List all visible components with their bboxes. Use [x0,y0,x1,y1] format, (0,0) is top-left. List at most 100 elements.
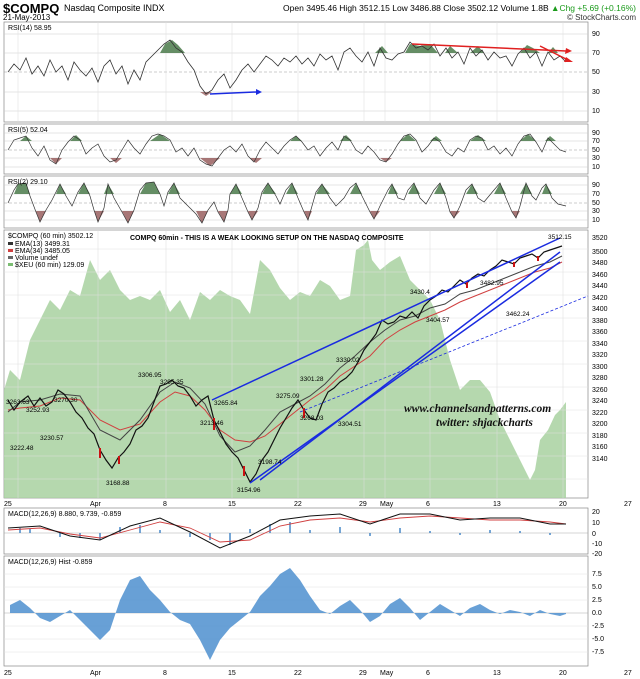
svg-text:29: 29 [359,501,367,508]
svg-text:20: 20 [559,670,567,677]
svg-text:Volume undef: Volume undef [15,255,58,262]
price-annotations: 3263.63 3252.93 3270.30 3230.57 3222.48 … [6,234,572,494]
svg-text:3295.35: 3295.35 [160,379,184,386]
svg-text:90: 90 [592,31,600,38]
svg-text:3270.30: 3270.30 [54,397,78,404]
svg-text:27: 27 [624,670,632,677]
svg-text:Apr: Apr [90,501,102,508]
svg-text:$XEU (60 min) 129.09: $XEU (60 min) 129.09 [15,262,84,269]
svg-text:3198.74: 3198.74 [258,459,282,466]
svg-text:3200: 3200 [592,421,608,428]
svg-text:3213.46: 3213.46 [200,420,224,427]
svg-text:3160: 3160 [592,444,608,451]
svg-text:3222.48: 3222.48 [10,445,34,452]
svg-text:3260: 3260 [592,387,608,394]
rsi14-panel: 90 70 50 30 10 RSI(14) 58.95 [3,21,600,123]
svg-text:EMA(13) 3499.31: EMA(13) 3499.31 [15,241,70,248]
svg-text:3360: 3360 [592,329,608,336]
svg-text:3380: 3380 [592,318,608,325]
svg-text:3230.57: 3230.57 [40,435,64,442]
svg-text:Apr: Apr [90,670,102,677]
svg-text:7.5: 7.5 [592,571,602,578]
hist-axis: 7.5 5.0 2.5 0.0 -2.5 -5.0 -7.5 [592,571,604,656]
svg-text:3462.24: 3462.24 [506,311,530,318]
svg-text:3430.4: 3430.4 [410,289,430,296]
svg-text:50: 50 [592,200,600,207]
svg-text:20: 20 [559,501,567,508]
svg-text:3304.51: 3304.51 [338,421,362,428]
svg-text:25: 25 [4,670,12,677]
price-axis: 3520 3500 3480 3460 3440 3420 3400 3380 … [592,235,608,463]
watermark-site: www.channelsandpatterns.com [404,403,551,415]
rsi2-label: RSI(2) 29.10 [8,179,48,186]
svg-text:-2.5: -2.5 [592,623,604,630]
svg-text:30: 30 [592,208,600,215]
svg-text:3500: 3500 [592,249,608,256]
rsi5-axis: 90 70 50 30 10 [592,130,600,171]
svg-text:3280: 3280 [592,375,608,382]
svg-text:3404.57: 3404.57 [426,317,450,324]
hist-label: MACD(12,26,9) Hist -0.859 [8,559,93,566]
svg-text:90: 90 [592,130,600,137]
svg-text:3340: 3340 [592,341,608,348]
svg-text:15: 15 [228,501,236,508]
macd-hist-panel: 7.5 5.0 2.5 0.0 -2.5 -5.0 -7.5 MACD(12,2… [3,555,604,667]
svg-text:3265.84: 3265.84 [214,400,238,407]
svg-text:3420: 3420 [592,295,608,302]
svg-text:30: 30 [592,89,600,96]
svg-text:3460: 3460 [592,272,608,279]
svg-text:10: 10 [592,164,600,171]
price-label: $COMPQ (60 min) 3502.12 [8,233,93,240]
rsi14-axis: 90 70 50 30 10 [592,31,600,115]
svg-text:3330.02: 3330.02 [336,357,360,364]
svg-text:3180: 3180 [592,433,608,440]
svg-text:70: 70 [592,191,600,198]
rsi5-panel: 90 70 50 30 10 RSI(5) 52.04 [3,123,600,175]
x-axis-bottom: 25 Apr 8 15 22 29 May 6 13 20 27 [4,670,632,677]
svg-text:-5.0: -5.0 [592,636,604,643]
change-arrow-icon: ▲ [551,3,560,13]
symbol: $COMPQ [3,1,60,16]
rsi2-panel: 90 70 50 30 10 RSI(2) 29.10 [3,175,600,229]
svg-text:13: 13 [493,670,501,677]
svg-text:3301.28: 3301.28 [300,376,324,383]
symbol-name: Nasdaq Composite INDX [64,3,165,13]
svg-text:6: 6 [426,670,430,677]
svg-text:-20: -20 [592,551,602,558]
brand: © StockCharts.com [566,13,636,22]
svg-text:13: 13 [493,501,501,508]
svg-text:10: 10 [592,217,600,224]
price-panel: 3263.63 3252.93 3270.30 3230.57 3222.48 … [3,229,608,499]
watermark-twitter: twitter: shjackcharts [436,417,533,429]
svg-text:70: 70 [592,50,600,57]
svg-text:6: 6 [426,501,430,508]
svg-text:50: 50 [592,147,600,154]
svg-text:50: 50 [592,69,600,76]
svg-text:EMA(34) 3485.05: EMA(34) 3485.05 [15,248,70,255]
macd-panel: 20 10 0 -10 -20 MACD(12,26,9) 8.880, 9.7… [3,507,602,558]
svg-text:May: May [380,501,394,508]
svg-text:-7.5: -7.5 [592,649,604,656]
svg-text:-10: -10 [592,541,602,548]
svg-text:3400: 3400 [592,306,608,313]
quote-summary: Open 3495.46 High 3512.15 Low 3486.88 Cl… [283,3,636,13]
svg-text:0: 0 [592,531,596,538]
svg-text:8: 8 [163,670,167,677]
svg-text:3300: 3300 [592,364,608,371]
svg-text:5.0: 5.0 [592,584,602,591]
macd-label: MACD(12,26,9) 8.880, 9.739, -0.859 [8,511,121,518]
svg-text:3440: 3440 [592,283,608,290]
svg-text:70: 70 [592,138,600,145]
svg-text:3168.88: 3168.88 [106,480,130,487]
hist-bars [10,568,566,660]
svg-text:22: 22 [294,501,302,508]
rsi5-label: RSI(5) 52.04 [8,127,48,134]
chart-title: COMPQ 60min - THIS IS A WEAK LOOKING SET… [130,235,404,242]
macd-axis: 20 10 0 -10 -20 [592,509,602,558]
svg-text:2.5: 2.5 [592,597,602,604]
svg-text:0.0: 0.0 [592,610,602,617]
svg-text:3268.03: 3268.03 [300,415,324,422]
svg-text:10: 10 [592,108,600,115]
chart-date: 21-May-2013 [3,13,51,22]
